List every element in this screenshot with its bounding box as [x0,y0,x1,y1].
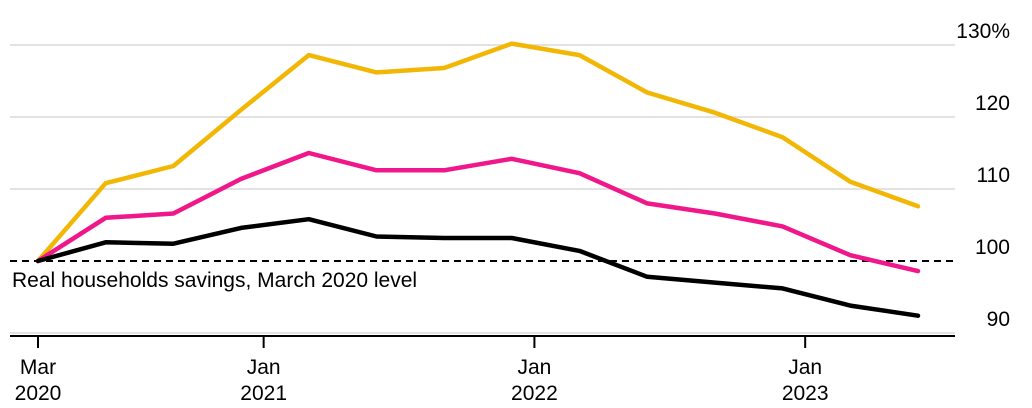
data-point [578,53,582,57]
x-tick-label-month: Jan [517,356,551,379]
data-point [848,304,852,308]
data-point [375,168,379,172]
data-point [713,281,717,285]
data-point [510,236,514,240]
series-line-2 [35,150,921,274]
data-point [645,201,649,205]
data-point [104,181,108,185]
data-point [510,157,514,161]
y-tick-label: 120 [975,92,1010,115]
x-tick-label-year: 2022 [511,382,558,405]
data-point [171,212,175,216]
data-point [645,91,649,95]
x-tick-label-month: Jan [247,356,281,379]
y-tick-label: 130% [956,20,1010,43]
data-point [713,111,717,115]
series-line-3 [35,216,921,318]
data-point [104,216,108,220]
x-axis: Mar 2020 Jan 2021 Jan 2022 Jan 2023 [10,335,955,405]
y-tick-label: 110 [977,164,1010,187]
data-point [442,236,446,240]
data-point [375,70,379,74]
data-point [171,242,175,246]
data-point [578,171,582,175]
data-point [442,66,446,70]
reference-line: Real households savings, March 2020 leve… [10,260,955,292]
x-tick-label-month: Jan [788,356,822,379]
data-point [104,240,108,244]
data-point [442,168,446,172]
data-point [36,259,40,263]
data-point [307,217,311,221]
data-point [848,253,852,257]
gridlines [10,44,955,334]
data-point [781,135,785,139]
data-point [239,177,243,181]
y-tick-label: 90 [987,308,1010,331]
data-point [375,235,379,239]
data-point [510,42,514,46]
data-point [239,108,243,112]
data-point [171,164,175,168]
y-tick-label: 100 [975,236,1010,259]
data-point [916,269,920,273]
series-lines [35,41,921,318]
x-tick-label-month: Mar [20,356,56,379]
data-point [916,314,920,318]
x-tick-label-year: 2021 [240,382,287,405]
data-point [307,151,311,155]
x-tick-label-year: 2023 [782,382,829,405]
data-point [239,226,243,230]
data-point [781,224,785,228]
data-point [645,275,649,279]
data-point [307,53,311,57]
data-point [713,212,717,216]
data-point [916,204,920,208]
x-tick-label-year: 2020 [15,382,62,405]
reference-line-label: Real households savings, March 2020 leve… [12,269,417,292]
data-point [781,286,785,290]
data-point [578,249,582,253]
series-line-1 [35,41,921,264]
y-axis-tick-labels: 90 100 110 120 130% [956,20,1010,331]
data-point [848,180,852,184]
